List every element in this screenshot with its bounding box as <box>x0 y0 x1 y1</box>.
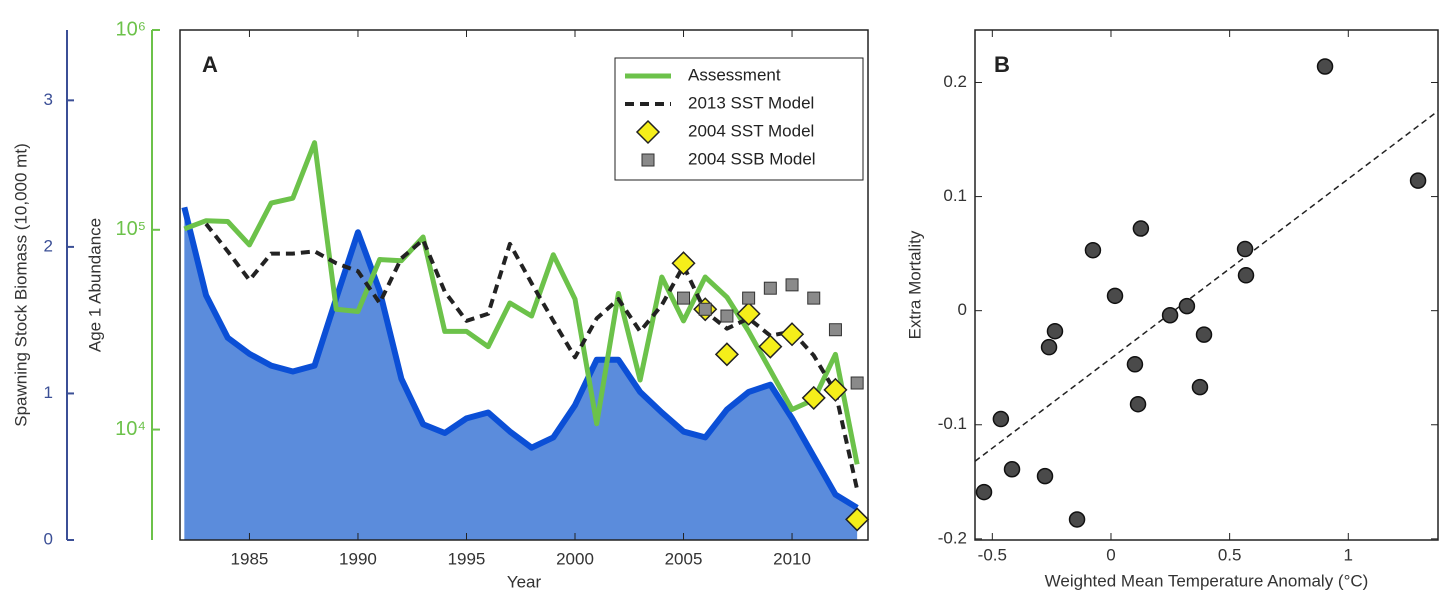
x-tick-label: 1995 <box>448 549 486 568</box>
scatter-point <box>1003 461 1021 478</box>
x-tick-label: 0 <box>1106 545 1115 564</box>
y-axis-title: Extra Mortality <box>905 230 924 339</box>
diamond-marker <box>736 301 761 326</box>
diamond-marker <box>714 342 739 367</box>
scatter-point <box>1237 267 1255 284</box>
square-marker <box>850 376 864 390</box>
square-marker <box>698 302 712 316</box>
y-tick-label: 3 <box>44 90 53 109</box>
area-fill <box>184 207 858 541</box>
scatter-point <box>1126 356 1144 373</box>
plot-frame <box>179 29 869 541</box>
legend-label: 2013 SST Model <box>688 93 814 112</box>
diamond-marker <box>758 334 783 359</box>
diamond-marker <box>823 377 848 402</box>
x-axis-title: Weighted Mean Temperature Anomaly (°C) <box>1045 571 1369 590</box>
square-marker <box>763 281 777 295</box>
scatter-point <box>1106 287 1124 305</box>
panel-label: A <box>202 52 218 77</box>
scatter-point <box>975 483 993 501</box>
x-tick-label: 1990 <box>339 549 377 568</box>
dashed-line <box>204 222 860 491</box>
area-edge <box>181 206 859 511</box>
diamond-marker <box>671 251 696 276</box>
x-tick-label: 1 <box>1344 545 1353 564</box>
scatter-point <box>992 410 1010 428</box>
scatter-point <box>1161 306 1179 324</box>
diamond-marker <box>801 385 826 410</box>
scatter-point <box>1046 322 1064 340</box>
y-tick-label: 2 <box>44 236 53 255</box>
legend-label: 2004 SSB Model <box>688 149 816 168</box>
scatter-point <box>1132 220 1150 237</box>
legend-label: Assessment <box>688 65 781 84</box>
y2-tick-label: 10⁴ <box>115 418 146 440</box>
square-marker <box>785 278 799 292</box>
x-tick-label: 1985 <box>231 549 269 568</box>
x-tick-label: 2000 <box>556 549 594 568</box>
legend-swatch <box>635 119 661 145</box>
y2-tick-label: 10⁶ <box>116 18 146 40</box>
scatter-point <box>1409 172 1427 189</box>
x-tick-label: 0.5 <box>1218 545 1242 564</box>
square-marker <box>828 323 842 337</box>
scatter-point <box>1195 326 1213 343</box>
x-tick-label: 2010 <box>773 549 811 568</box>
scatter-point <box>1236 240 1254 258</box>
trend-line <box>974 110 1439 462</box>
scatter-point <box>1178 297 1196 315</box>
y-tick-label: 0 <box>44 529 53 548</box>
x-tick-label: -0.5 <box>978 545 1007 564</box>
scatter-point <box>1068 511 1086 528</box>
scatter-point <box>1040 338 1058 356</box>
plot-frame <box>974 29 1439 541</box>
y-tick-label: -0.2 <box>938 528 967 547</box>
y-axis-title: Spawning Stock Biomass (10,000 mt) <box>11 143 30 426</box>
x-tick-label: 2005 <box>665 549 703 568</box>
line <box>183 140 860 465</box>
scatter-point <box>1129 395 1147 413</box>
scatter-point <box>1191 378 1209 396</box>
legend-swatch <box>641 153 655 167</box>
diamond-marker <box>779 322 805 347</box>
y-tick-label: 0.2 <box>943 72 967 91</box>
scatter-point <box>1036 467 1054 485</box>
y-tick-label: -0.1 <box>938 414 967 433</box>
y-tick-label: 1 <box>44 383 53 402</box>
square-marker <box>807 291 821 305</box>
panel-label: B <box>994 52 1010 77</box>
y2-tick-label: 10⁵ <box>115 218 146 240</box>
legend-label: 2004 SST Model <box>688 121 814 140</box>
diamond-marker <box>845 507 870 532</box>
y-tick-label: 0 <box>958 300 967 319</box>
square-marker <box>720 309 734 323</box>
y2-axis-title: Age 1 Abundance <box>85 218 104 352</box>
square-marker <box>742 291 756 305</box>
scatter-point <box>1316 58 1334 75</box>
square-marker <box>677 291 691 305</box>
scatter-point <box>1084 241 1102 259</box>
x-axis-title: Year <box>507 572 542 591</box>
y-tick-label: 0.1 <box>943 186 967 205</box>
